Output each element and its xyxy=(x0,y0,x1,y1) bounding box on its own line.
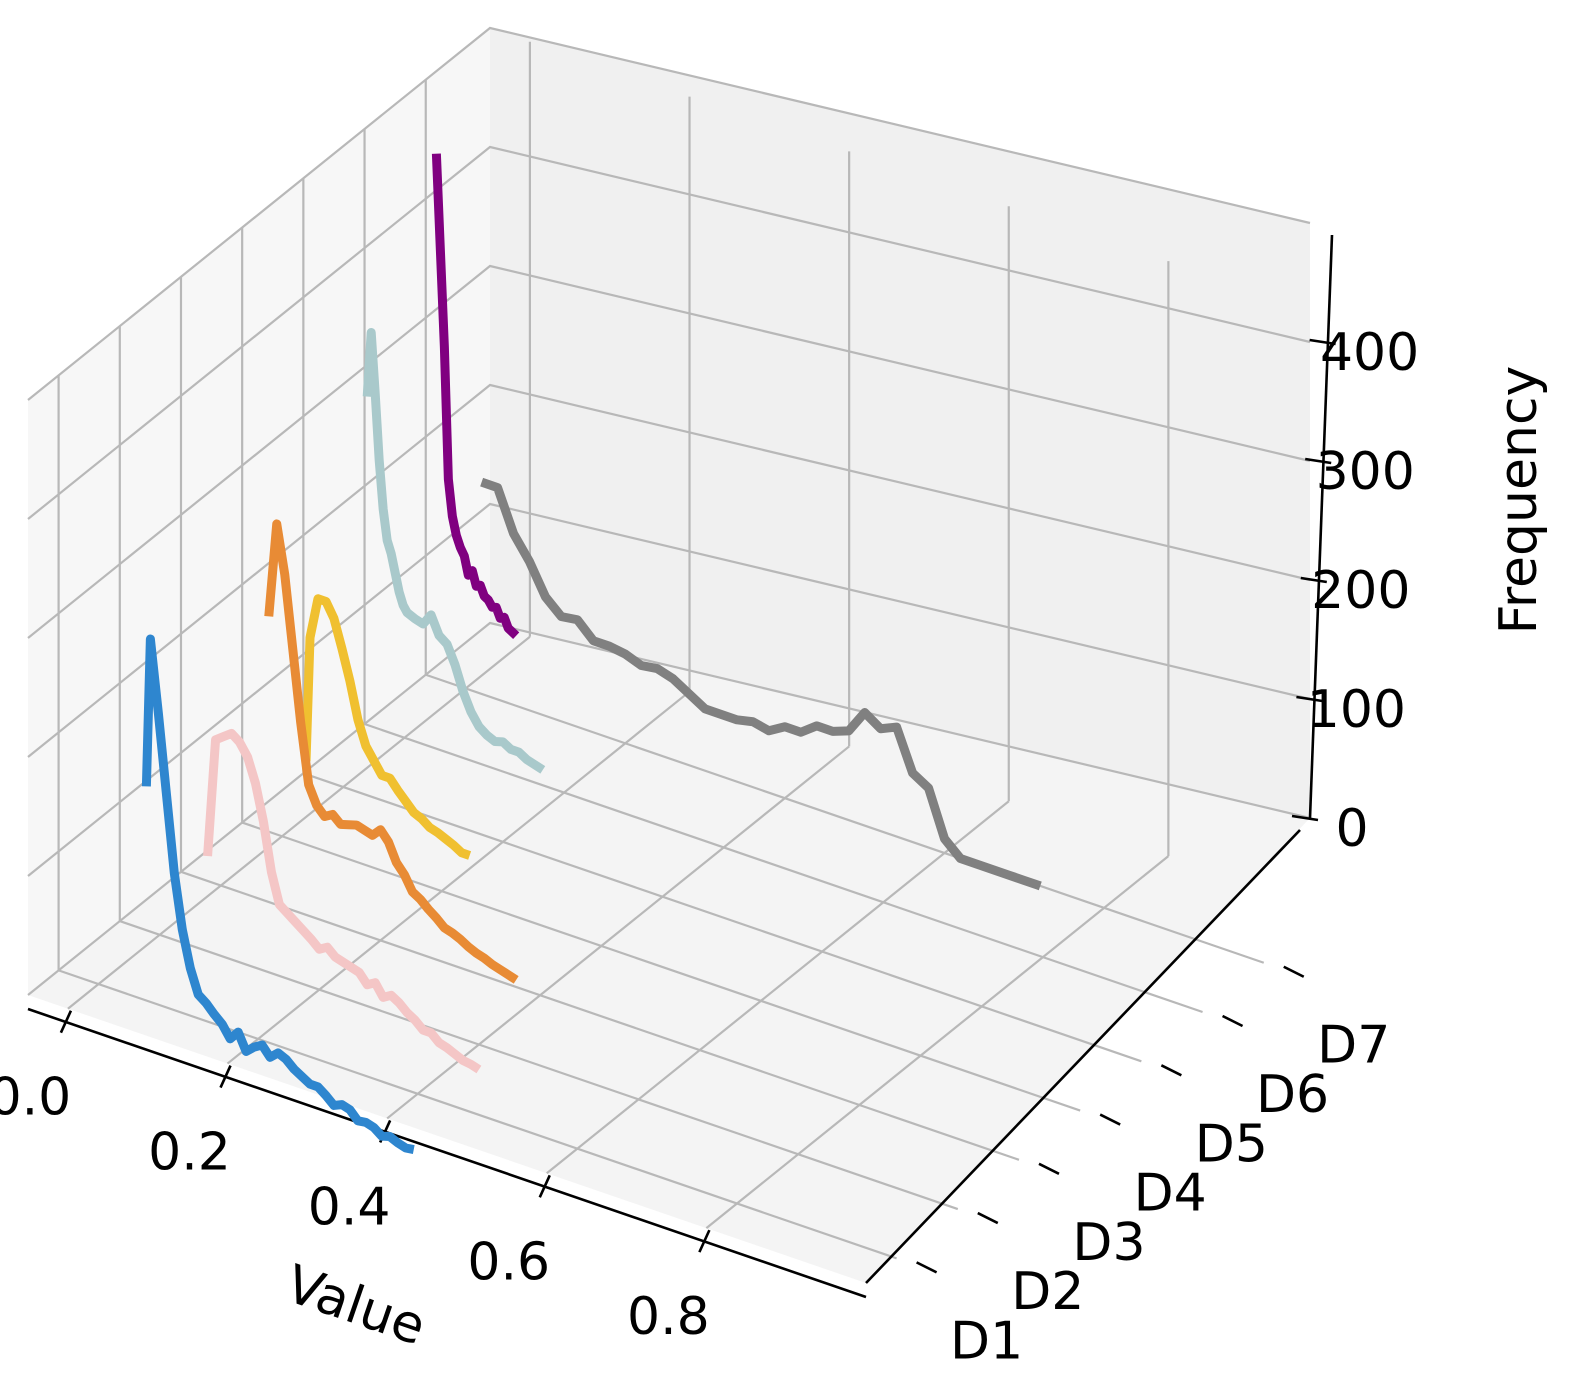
x-tick xyxy=(219,1065,232,1089)
z-tick xyxy=(1309,338,1336,346)
z-gridline xyxy=(27,383,1311,758)
x-gridline-floor xyxy=(546,800,1010,1175)
y-tick xyxy=(1283,965,1305,978)
z-axis-line xyxy=(1308,234,1334,819)
chart-axes xyxy=(27,234,1336,1299)
z-gridline xyxy=(27,264,1311,639)
x-tick-label: 0.0 xyxy=(0,1068,71,1128)
y-tick-label: D4 xyxy=(1134,1164,1207,1224)
series-line-5 xyxy=(362,327,546,774)
z-tick-label: 300 xyxy=(1316,442,1415,502)
x-gridline-floor xyxy=(705,855,1170,1229)
x-tick xyxy=(59,1010,73,1034)
z-tick-label: 100 xyxy=(1307,680,1406,740)
y-tick-label: D1 xyxy=(950,1311,1023,1371)
z-tick xyxy=(1305,457,1332,465)
series-line-4 xyxy=(301,594,472,860)
y-tick xyxy=(916,1261,938,1274)
x-tick xyxy=(698,1229,711,1253)
z-tick-label: 200 xyxy=(1311,561,1410,621)
y-tick xyxy=(1221,1014,1244,1028)
series-line-2 xyxy=(203,728,482,1074)
chart-series-group xyxy=(141,153,1042,1154)
y-gridline-floor xyxy=(303,772,1142,1063)
x-tick-label: 0.2 xyxy=(148,1123,231,1183)
y-tick-label: D5 xyxy=(1195,1114,1268,1174)
x-gridline-floor xyxy=(67,635,531,1010)
series-line-1 xyxy=(141,634,415,1154)
y-tick-label: D6 xyxy=(1256,1065,1329,1125)
series-line-7 xyxy=(480,477,1042,891)
y-tick xyxy=(1038,1162,1060,1175)
x-axis-line xyxy=(27,1007,867,1299)
x-tick xyxy=(538,1174,551,1198)
z-tick xyxy=(1296,695,1323,703)
y-gridline-floor xyxy=(58,969,897,1260)
y-tick xyxy=(1160,1064,1182,1077)
z-gridline xyxy=(27,145,1311,520)
x-axis-title: Value xyxy=(278,1254,433,1357)
y-tick xyxy=(1099,1113,1121,1126)
x-tick-label: 0.4 xyxy=(308,1177,391,1237)
series-line-3 xyxy=(264,519,519,984)
x-tick-label: 0.6 xyxy=(467,1232,550,1292)
z-gridline xyxy=(27,502,1311,877)
z-tick-label: 0 xyxy=(1335,799,1368,859)
y-gridline-floor xyxy=(364,722,1203,1014)
z-gridline xyxy=(27,621,1311,996)
x-tick-label: 0.8 xyxy=(627,1287,710,1347)
z-tick xyxy=(1300,576,1327,584)
y-axis-line xyxy=(865,829,1301,1284)
z-axis-title: Frequency xyxy=(1489,366,1549,635)
y-gridline-floor xyxy=(425,673,1265,964)
y-gridline-floor xyxy=(241,821,1081,1112)
y-tick-label: D7 xyxy=(1317,1016,1390,1076)
series-line-6 xyxy=(431,153,520,639)
z-tick xyxy=(1291,814,1319,822)
x-gridline-floor xyxy=(226,690,691,1065)
chart-panes xyxy=(28,28,1310,1283)
y-gridline-floor xyxy=(180,870,1020,1161)
y-gridline-floor xyxy=(119,920,959,1211)
z-gridline xyxy=(27,26,1311,401)
y-tick-label: D3 xyxy=(1072,1213,1145,1273)
back-pane xyxy=(490,28,1310,818)
z-tick-label: 400 xyxy=(1320,323,1419,383)
y-tick-label: D2 xyxy=(1011,1262,1084,1322)
y-tick xyxy=(977,1211,999,1225)
chart-gridlines xyxy=(27,26,1311,1260)
